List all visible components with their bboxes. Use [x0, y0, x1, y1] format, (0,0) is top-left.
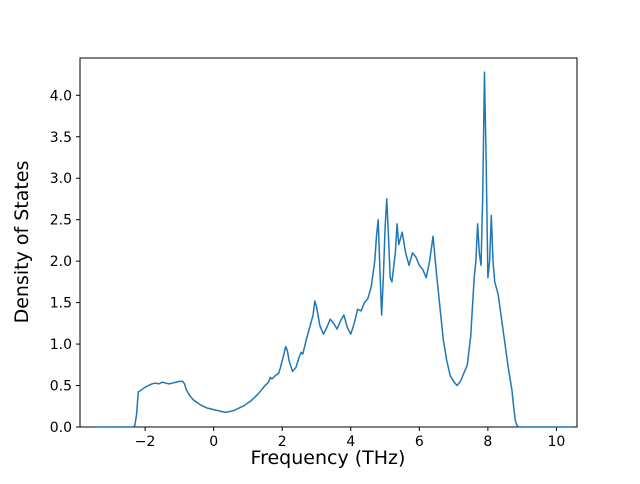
x-tick-label: 10 — [548, 434, 566, 450]
x-tick-label: 0 — [209, 434, 218, 450]
y-tick-label: 3.0 — [50, 171, 72, 187]
x-tick-label: −2 — [135, 434, 156, 450]
axes-frame — [79, 57, 578, 428]
y-tick-label: 1.5 — [50, 296, 72, 312]
x-tick-label: 8 — [483, 434, 492, 450]
y-tick-label: 1.0 — [50, 337, 72, 353]
y-tick-label: 3.5 — [50, 130, 72, 146]
x-tick-label: 2 — [278, 434, 287, 450]
y-axis-label: Density of States — [11, 161, 33, 324]
y-tick-label: 2.5 — [50, 213, 72, 229]
y-tick-label: 0.0 — [50, 420, 72, 436]
y-tick-label: 0.5 — [50, 379, 72, 395]
y-tick-label: 2.0 — [50, 254, 72, 270]
dos-line — [96, 71, 571, 428]
x-tick-label: 6 — [415, 434, 424, 450]
x-tick-label: 4 — [346, 434, 355, 450]
x-axis-label: Frequency (THz) — [251, 447, 406, 469]
y-tick-label: 4.0 — [50, 88, 72, 104]
